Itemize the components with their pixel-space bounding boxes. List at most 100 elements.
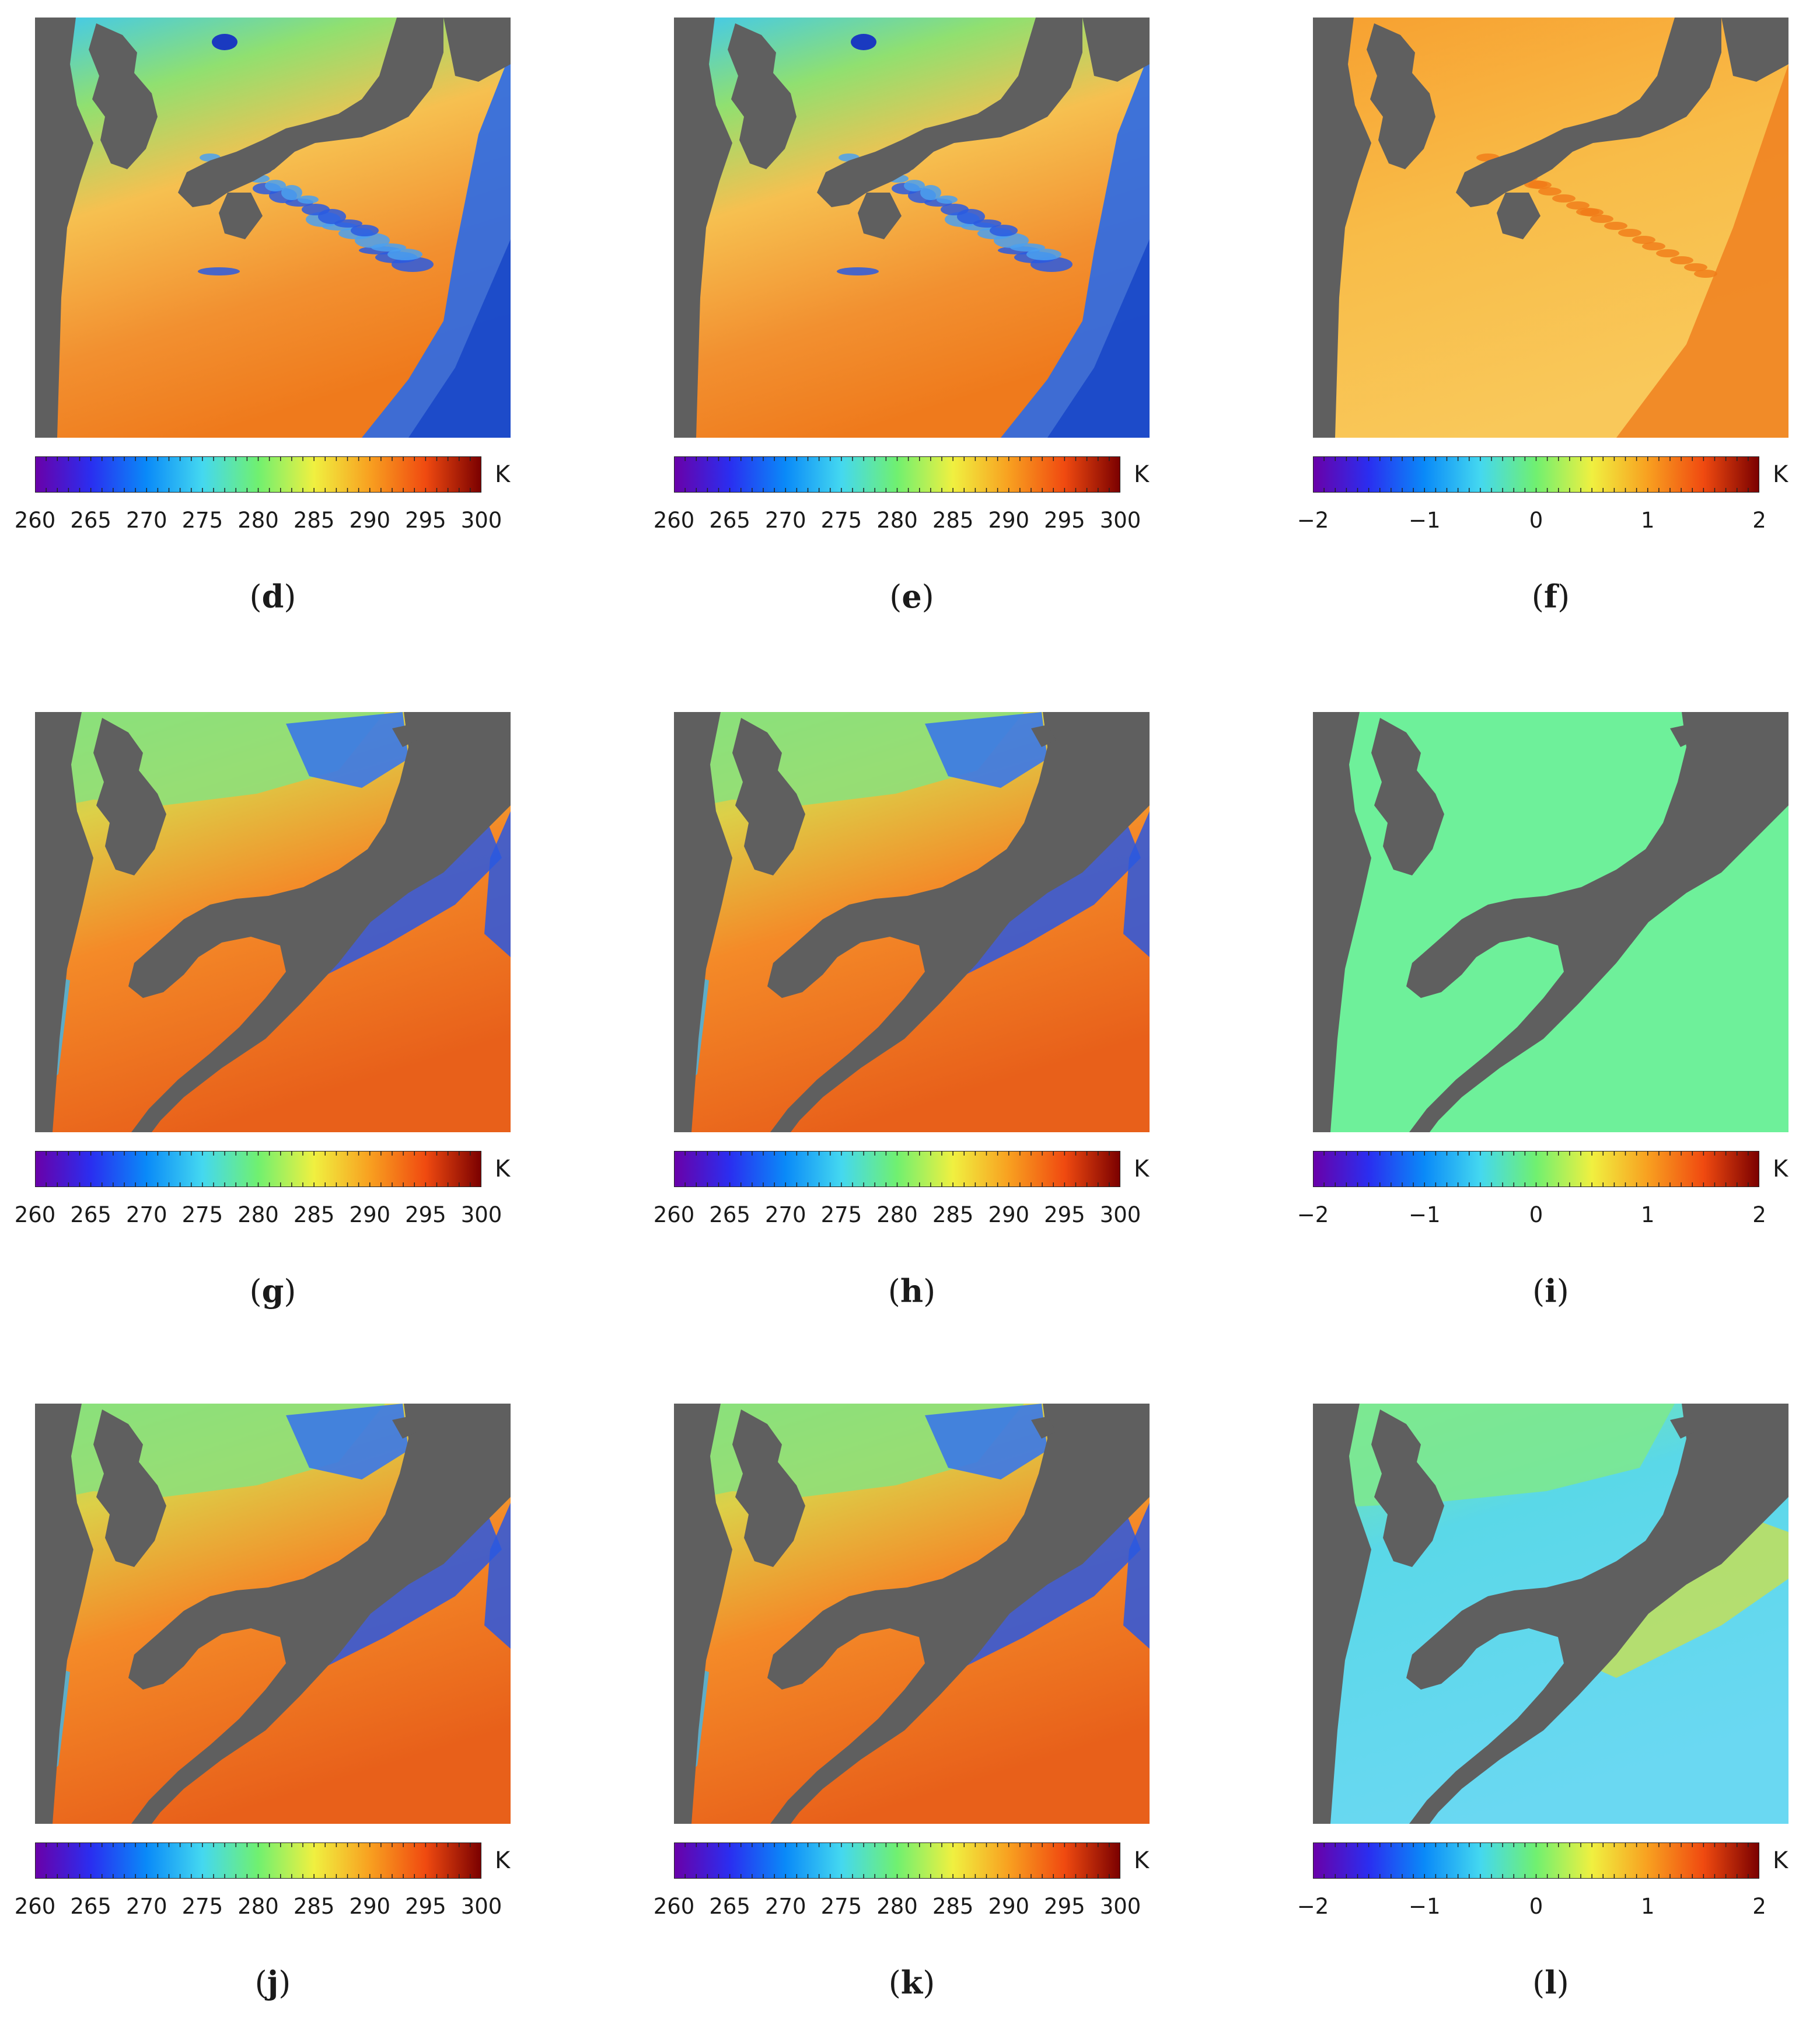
panel-l: K −2 −1 0 1 2 (l) — [1295, 1404, 1809, 2034]
colorbar-e — [674, 456, 1120, 493]
colorbar-tick-label: 295 — [405, 1202, 446, 1227]
colorbar-unit: K — [495, 1156, 511, 1182]
colorbar-tick-label: 295 — [1044, 508, 1085, 533]
colorbar-tick-label: 260 — [14, 1894, 56, 1919]
colorbar-tick-label: 270 — [764, 508, 806, 533]
colorbar-tick-label: 300 — [1099, 1202, 1141, 1227]
panel-j: K 260 265 270 275 280 285 290 295 300 (j) — [14, 1404, 531, 2034]
colorbar-tick-label: 270 — [125, 1894, 167, 1919]
colorbar-h — [674, 1151, 1120, 1187]
map-e — [674, 18, 1150, 438]
map-h — [674, 712, 1150, 1132]
panel-k: K 260 265 270 275 280 285 290 295 300 (k) — [654, 1404, 1170, 2034]
map-l — [1313, 1404, 1788, 1824]
colorbar-tick-label: 280 — [237, 1894, 279, 1919]
colorbar-tick-label: 0 — [1529, 508, 1543, 533]
colorbar-tick-label: 270 — [764, 1202, 806, 1227]
panel-label: l — [1545, 1964, 1557, 2001]
colorbar-d — [35, 456, 481, 493]
colorbar-tick-label: 265 — [709, 1202, 750, 1227]
colorbar-unit: K — [495, 1847, 511, 1874]
colorbar-tick-label: −1 — [1408, 508, 1441, 533]
colorbar-tick-label: 280 — [237, 1202, 279, 1227]
colorbar-tick-label: 285 — [932, 508, 974, 533]
colorbar-tick-label: 300 — [1099, 1894, 1141, 1919]
colorbar-tick-label: 295 — [405, 508, 446, 533]
colorbar-tick-label: 280 — [876, 508, 918, 533]
colorbar-tick-label: 275 — [181, 1202, 223, 1227]
colorbar-tick-label: 275 — [820, 1202, 862, 1227]
colorbar-tick-label: 285 — [293, 1202, 335, 1227]
colorbar-tick-label: 270 — [125, 1202, 167, 1227]
map-d — [35, 18, 511, 438]
colorbar-tick-label: 260 — [14, 508, 56, 533]
colorbar-tick-label: 265 — [709, 1894, 750, 1919]
colorbar-tick-label: 265 — [70, 1894, 111, 1919]
colorbar-k — [674, 1842, 1120, 1879]
panel-caption: (f) — [1531, 578, 1570, 615]
colorbar-tick-label: 295 — [1044, 1894, 1085, 1919]
colorbar-g — [35, 1151, 481, 1187]
panel-label: i — [1545, 1272, 1557, 1310]
colorbar-tick-label: 295 — [1044, 1202, 1085, 1227]
colorbar-tick-label: 260 — [653, 1202, 695, 1227]
colorbar-ticks: 260 265 270 275 280 285 290 295 300 — [654, 1894, 1141, 1923]
panel-e: K 260 265 270 275 280 285 290 295 300 (e) — [654, 18, 1170, 648]
colorbar-tick-label: 1 — [1640, 1202, 1655, 1227]
panel-caption: (d) — [249, 578, 296, 615]
colorbar-tick-label: 260 — [653, 1894, 695, 1919]
colorbar-tick-label: 285 — [293, 1894, 335, 1919]
colorbar-tick-label: −2 — [1297, 1202, 1329, 1227]
colorbar-tick-label: 285 — [932, 1202, 974, 1227]
colorbar-tick-label: 1 — [1640, 1894, 1655, 1919]
colorbar-tick-label: 275 — [181, 508, 223, 533]
map-j — [35, 1404, 511, 1824]
colorbar-tick-label: 285 — [293, 508, 335, 533]
panel-label: j — [267, 1964, 279, 2001]
colorbar-tick-label: 290 — [988, 1202, 1030, 1227]
panel-caption: (g) — [249, 1272, 296, 1310]
panel-label: g — [261, 1272, 284, 1310]
colorbar-unit: K — [1134, 1847, 1150, 1874]
colorbar-tick-label: 290 — [349, 508, 391, 533]
colorbar-tick-label: 290 — [349, 1894, 391, 1919]
panel-h: K 260 265 270 275 280 285 290 295 300 (h) — [654, 712, 1170, 1342]
colorbar-tick-label: 270 — [764, 1894, 806, 1919]
colorbar-tick-label: 300 — [1099, 508, 1141, 533]
colorbar-j — [35, 1842, 481, 1879]
colorbar-tick-label: −1 — [1408, 1894, 1441, 1919]
colorbar-tick-label: 0 — [1529, 1894, 1543, 1919]
colorbar-tick-label: 260 — [14, 1202, 56, 1227]
panel-caption: (k) — [888, 1964, 935, 2001]
colorbar-tick-label: 2 — [1752, 1894, 1766, 1919]
panel-i: K −2 −1 0 1 2 (i) — [1295, 712, 1809, 1342]
panel-label: d — [261, 578, 284, 615]
panel-caption: (l) — [1532, 1964, 1569, 2001]
map-g — [35, 712, 511, 1132]
panel-caption: (i) — [1532, 1272, 1569, 1310]
colorbar-tick-label: 265 — [70, 508, 111, 533]
panel-label: e — [902, 578, 922, 615]
panel-label: k — [900, 1964, 923, 2001]
colorbar-tick-label: 295 — [405, 1894, 446, 1919]
colorbar-tick-label: 265 — [70, 1202, 111, 1227]
colorbar-tick-label: 300 — [460, 508, 502, 533]
colorbar-tick-label: 270 — [125, 508, 167, 533]
colorbar-tick-label: 275 — [181, 1894, 223, 1919]
panel-caption: (h) — [888, 1272, 936, 1310]
colorbar-unit: K — [1134, 1156, 1150, 1182]
panel-label: h — [900, 1272, 924, 1310]
colorbar-ticks: −2 −1 0 1 2 — [1297, 1202, 1766, 1231]
colorbar-tick-label: −2 — [1297, 508, 1329, 533]
colorbar-tick-label: 1 — [1640, 508, 1655, 533]
colorbar-tick-label: 290 — [988, 1894, 1030, 1919]
colorbar-unit: K — [495, 461, 511, 488]
colorbar-tick-label: 280 — [876, 1894, 918, 1919]
colorbar-unit: K — [1773, 1847, 1788, 1874]
colorbar-i — [1313, 1151, 1759, 1187]
colorbar-tick-label: 280 — [237, 508, 279, 533]
panel-caption: (j) — [254, 1964, 291, 2001]
colorbar-ticks: 260 265 270 275 280 285 290 295 300 — [654, 1202, 1141, 1231]
colorbar-tick-label: 2 — [1752, 1202, 1766, 1227]
panel-label: f — [1543, 578, 1558, 615]
